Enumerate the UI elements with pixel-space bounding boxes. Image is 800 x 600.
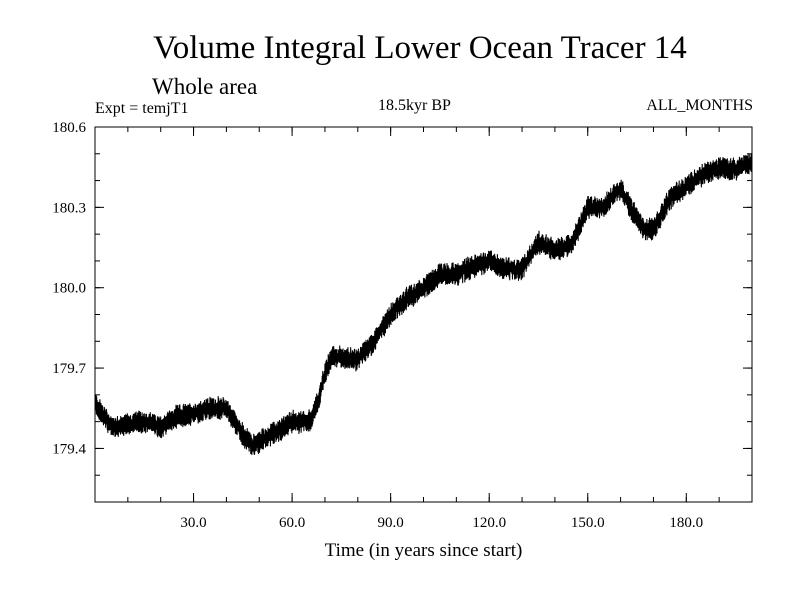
x-tick-label: 60.0: [279, 515, 305, 531]
plot-frame: [94, 126, 753, 503]
x-tick-label: 30.0: [180, 515, 206, 531]
y-tick-label: 179.4: [52, 441, 86, 457]
y-tick-label: 179.7: [52, 361, 86, 377]
x-axis-ticks: 30.0 60.0 90.0 120.0 150.0 180.0: [127, 127, 720, 531]
x-tick-label: 120.0: [472, 515, 506, 531]
series-layer: [94, 153, 753, 456]
chart-title: Volume Integral Lower Ocean Tracer 14: [153, 30, 687, 66]
x-tick-label: 150.0: [571, 515, 605, 531]
period-label: 18.5kyr BP: [378, 97, 451, 114]
series-line: [94, 153, 753, 456]
y-tick-label: 180.0: [52, 281, 86, 297]
experiment-label: Expt = temjT1: [95, 100, 189, 117]
y-axis-ticks: 179.4 179.7 180.0 180.3 180.6: [52, 120, 752, 503]
chart-subtitle: Whole area: [152, 74, 258, 99]
x-tick-label: 90.0: [378, 515, 404, 531]
y-tick-label: 180.3: [52, 200, 86, 216]
months-label: ALL_MONTHS: [646, 97, 753, 114]
y-tick-label: 180.6: [52, 120, 86, 136]
x-axis-label: Time (in years since start): [324, 540, 523, 561]
x-tick-label: 180.0: [669, 515, 703, 531]
